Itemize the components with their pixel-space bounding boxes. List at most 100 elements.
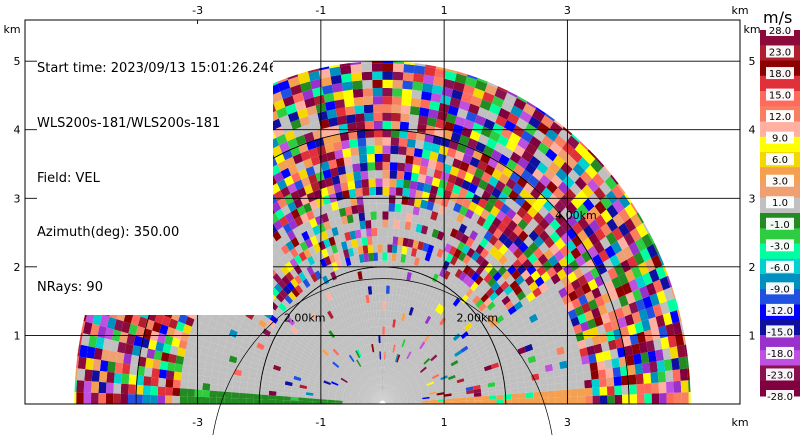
velocity-cell: [614, 385, 623, 395]
velocity-cell: [166, 370, 175, 380]
velocity-cell: [365, 328, 370, 337]
velocity-cell: [501, 310, 511, 320]
velocity-cell: [374, 386, 378, 394]
velocity-cell: [382, 293, 386, 302]
velocity-cell: [396, 170, 405, 180]
velocity-cell: [398, 365, 404, 374]
velocity-cell: [407, 398, 415, 402]
velocity-cell: [462, 372, 471, 379]
velocity-cell: [377, 376, 380, 385]
velocity-cell: [438, 179, 448, 190]
velocity-cell: [561, 294, 572, 306]
velocity-cell: [627, 323, 637, 336]
velocity-cell: [462, 334, 471, 343]
velocity-cell: [350, 363, 357, 371]
velocity-cell: [527, 206, 538, 218]
velocity-cell: [278, 302, 287, 312]
velocity-cell: [308, 245, 317, 256]
velocity-cell: [401, 357, 407, 366]
velocity-cell: [513, 247, 524, 259]
velocity-cell: [587, 278, 598, 291]
velocity-cell: [583, 224, 595, 238]
velocity-cell: [203, 332, 213, 342]
velocity-cell: [498, 232, 509, 244]
velocity-cell: [397, 389, 405, 395]
velocity-cell: [352, 213, 360, 223]
velocity-cell: [376, 334, 379, 344]
velocity-cell: [321, 314, 329, 324]
velocity-cell: [390, 343, 394, 353]
velocity-cell: [343, 373, 351, 380]
velocity-cell: [331, 82, 343, 93]
velocity-cell: [474, 400, 482, 404]
velocity-cell: [392, 335, 396, 345]
velocity-cell: [309, 199, 319, 211]
velocity-cell: [290, 396, 299, 401]
velocity-cell: [430, 143, 441, 154]
velocity-cell: [337, 165, 346, 176]
velocity-cell: [372, 369, 376, 378]
velocity-cell: [315, 380, 324, 385]
velocity-cell: [377, 393, 382, 401]
velocity-cell: [410, 325, 417, 335]
velocity-cell: [413, 148, 423, 158]
velocity-cell: [348, 222, 355, 232]
velocity-cell: [567, 271, 578, 283]
velocity-cell: [449, 380, 458, 386]
velocity-cell: [593, 343, 603, 354]
velocity-cell: [376, 310, 380, 319]
velocity-cell: [566, 358, 575, 368]
velocity-cell: [406, 373, 413, 380]
velocity-cell: [366, 153, 375, 163]
velocity-cell: [436, 392, 445, 396]
velocity-cell: [513, 97, 527, 111]
velocity-cell: [600, 271, 612, 284]
velocity-cell: [400, 402, 408, 404]
velocity-cell: [429, 395, 438, 399]
velocity-cell: [351, 280, 357, 290]
velocity-cell: [361, 338, 366, 347]
velocity-cell: [458, 327, 467, 336]
velocity-cell: [513, 360, 522, 368]
velocity-cell: [271, 344, 280, 353]
velocity-cell: [342, 223, 350, 233]
velocity-cell: [493, 239, 504, 251]
velocity-cell: [337, 385, 345, 391]
velocity-cell: [283, 175, 294, 187]
velocity-cell: [417, 377, 425, 384]
velocity-cell: [280, 254, 290, 266]
velocity-cell: [482, 360, 491, 368]
velocity-cell: [560, 275, 571, 288]
velocity-cell: [511, 269, 521, 281]
velocity-cell: [589, 362, 598, 372]
velocity-cell: [338, 207, 347, 217]
velocity-cell: [467, 137, 478, 150]
velocity-cell: [210, 377, 219, 385]
velocity-cell: [365, 345, 370, 354]
velocity-cell: [431, 373, 440, 380]
velocity-cell: [447, 354, 456, 362]
velocity-cell: [325, 282, 333, 292]
velocity-cell: [339, 341, 346, 350]
velocity-cell: [498, 243, 509, 255]
velocity-cell: [560, 232, 572, 245]
velocity-cell: [345, 357, 352, 365]
velocity-cell: [347, 355, 354, 364]
velocity-cell: [288, 366, 297, 373]
velocity-cell: [305, 362, 314, 370]
velocity-cell: [135, 384, 144, 395]
velocity-cell: [361, 178, 369, 188]
velocity-cell: [306, 192, 316, 203]
velocity-cell: [462, 84, 475, 96]
velocity-cell: [462, 197, 472, 209]
velocity-cell: [468, 182, 478, 194]
velocity-cell: [368, 186, 376, 196]
velocity-cell: [480, 387, 489, 393]
velocity-cell: [330, 328, 338, 337]
velocity-cell: [224, 385, 233, 393]
velocity-cell: [412, 385, 420, 391]
velocity-cell: [246, 325, 256, 334]
velocity-cell: [387, 227, 394, 237]
velocity-cell: [184, 349, 193, 359]
velocity-cell: [445, 181, 455, 192]
